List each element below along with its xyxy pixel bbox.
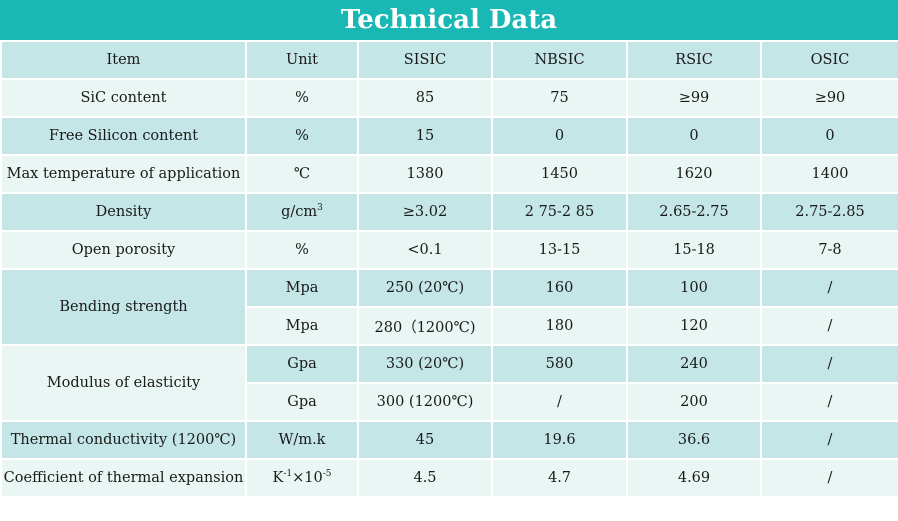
unit-factor-superscript: -5: [322, 469, 332, 480]
row-unit: Gpa: [245, 344, 359, 384]
cell-rsic: 1620: [626, 154, 762, 194]
row-unit: %: [245, 78, 359, 118]
table-row: SiC content % 85 75 ≥99 ≥90: [0, 78, 898, 118]
technical-data-table: Item Unit SISIC NBSIC RSIC OSIC SiC cont…: [0, 40, 898, 498]
cell-rsic: 120: [626, 306, 762, 346]
cell-sisic: 45: [357, 420, 493, 460]
cell-sisic: 330 (20℃): [357, 344, 493, 384]
cell-sisic: <0.1: [357, 230, 493, 270]
row-unit: Mpa: [245, 268, 359, 308]
cell-osic: 2.75-2.85: [760, 192, 898, 232]
row-item: Density: [0, 192, 247, 232]
table-row: Max temperature of application ℃ 1380 14…: [0, 154, 898, 194]
header-osic: OSIC: [760, 40, 898, 80]
table-row: Open porosity % <0.1 13-15 15-18 7-8: [0, 230, 898, 270]
row-item: Open porosity: [0, 230, 247, 270]
cell-sisic: 85: [357, 78, 493, 118]
cell-sisic: 280（1200℃): [357, 306, 493, 346]
cell-sisic: 15: [357, 116, 493, 156]
row-item: Modulus of elasticity: [0, 344, 247, 422]
cell-osic: /: [760, 420, 898, 460]
cell-osic: /: [760, 382, 898, 422]
table-title: Technical Data: [0, 0, 898, 40]
cell-rsic: ≥99: [626, 78, 762, 118]
header-nbsic: NBSIC: [491, 40, 628, 80]
table-row: Modulus of elasticity Gpa 330 (20℃) 580 …: [0, 344, 898, 422]
cell-rsic: 200: [626, 382, 762, 422]
header-unit: Unit: [245, 40, 359, 80]
cell-osic: ≥90: [760, 78, 898, 118]
cell-osic: /: [760, 458, 898, 498]
unit-base: g/cm: [281, 204, 318, 220]
cell-osic: 1400: [760, 154, 898, 194]
row-unit: Mpa: [245, 306, 359, 346]
row-item: Coefficient of thermal expansion: [0, 458, 247, 498]
cell-rsic: 0: [626, 116, 762, 156]
row-item: Max temperature of application: [0, 154, 247, 194]
cell-osic: 0: [760, 116, 898, 156]
cell-sisic: 300 (1200℃): [357, 382, 493, 422]
cell-nbsic: 4.7: [491, 458, 628, 498]
table-row: Bending strength Mpa 250 (20℃) 160 100 /: [0, 268, 898, 346]
table-row: Free Silicon content % 15 0 0 0: [0, 116, 898, 156]
table-row: Gpa 300 (1200℃) / 200 /: [1, 382, 898, 422]
row-item: Thermal conductivity (1200℃): [0, 420, 247, 460]
cell-nbsic: 2 75-2 85: [491, 192, 628, 232]
row-item: Free Silicon content: [0, 116, 247, 156]
cell-rsic: 2.65-2.75: [626, 192, 762, 232]
cell-nbsic: 1450: [491, 154, 628, 194]
row-item: Bending strength: [0, 268, 247, 346]
cell-sisic: ≥3.02: [357, 192, 493, 232]
table-row: Coefficient of thermal expansion K-1×10-…: [0, 458, 898, 498]
row-unit: K-1×10-5: [245, 458, 359, 498]
cell-osic: /: [760, 268, 898, 308]
cell-sisic: 250 (20℃): [357, 268, 493, 308]
row-unit: g/cm3: [245, 192, 359, 232]
cell-osic: 7-8: [760, 230, 898, 270]
row-unit: Gpa: [245, 382, 359, 422]
cell-nbsic: 180: [491, 306, 628, 346]
cell-nbsic: 13-15: [491, 230, 628, 270]
header-item: Item: [0, 40, 247, 80]
header-sisic: SISIC: [357, 40, 493, 80]
row-unit: %: [245, 116, 359, 156]
cell-nbsic: 0: [491, 116, 628, 156]
cell-nbsic: 160: [491, 268, 628, 308]
cell-nbsic: /: [491, 382, 628, 422]
header-row: Item Unit SISIC NBSIC RSIC OSIC: [0, 40, 898, 80]
row-unit: ℃: [245, 154, 359, 194]
cell-rsic: 36.6: [626, 420, 762, 460]
unit-k: K: [272, 470, 284, 486]
row-item: SiC content: [0, 78, 247, 118]
cell-nbsic: 75: [491, 78, 628, 118]
cell-sisic: 4.5: [357, 458, 493, 498]
table-row: Mpa 280（1200℃) 180 120 /: [1, 306, 898, 346]
unit-k-superscript: -1: [283, 469, 293, 480]
unit-factor: ×10: [292, 470, 323, 486]
cell-rsic: 100: [626, 268, 762, 308]
cell-osic: /: [760, 306, 898, 346]
row-unit: W/m.k: [245, 420, 359, 460]
cell-sisic: 1380: [357, 154, 493, 194]
table-row: Thermal conductivity (1200℃) W/m.k 45 19…: [0, 420, 898, 460]
cell-rsic: 240: [626, 344, 762, 384]
unit-superscript: 3: [317, 203, 323, 214]
cell-nbsic: 580: [491, 344, 628, 384]
cell-nbsic: 19.6: [491, 420, 628, 460]
header-rsic: RSIC: [626, 40, 762, 80]
row-unit: %: [245, 230, 359, 270]
table-row: Density g/cm3 ≥3.02 2 75-2 85 2.65-2.75 …: [0, 192, 898, 232]
cell-rsic: 15-18: [626, 230, 762, 270]
cell-osic: /: [760, 344, 898, 384]
cell-rsic: 4.69: [626, 458, 762, 498]
